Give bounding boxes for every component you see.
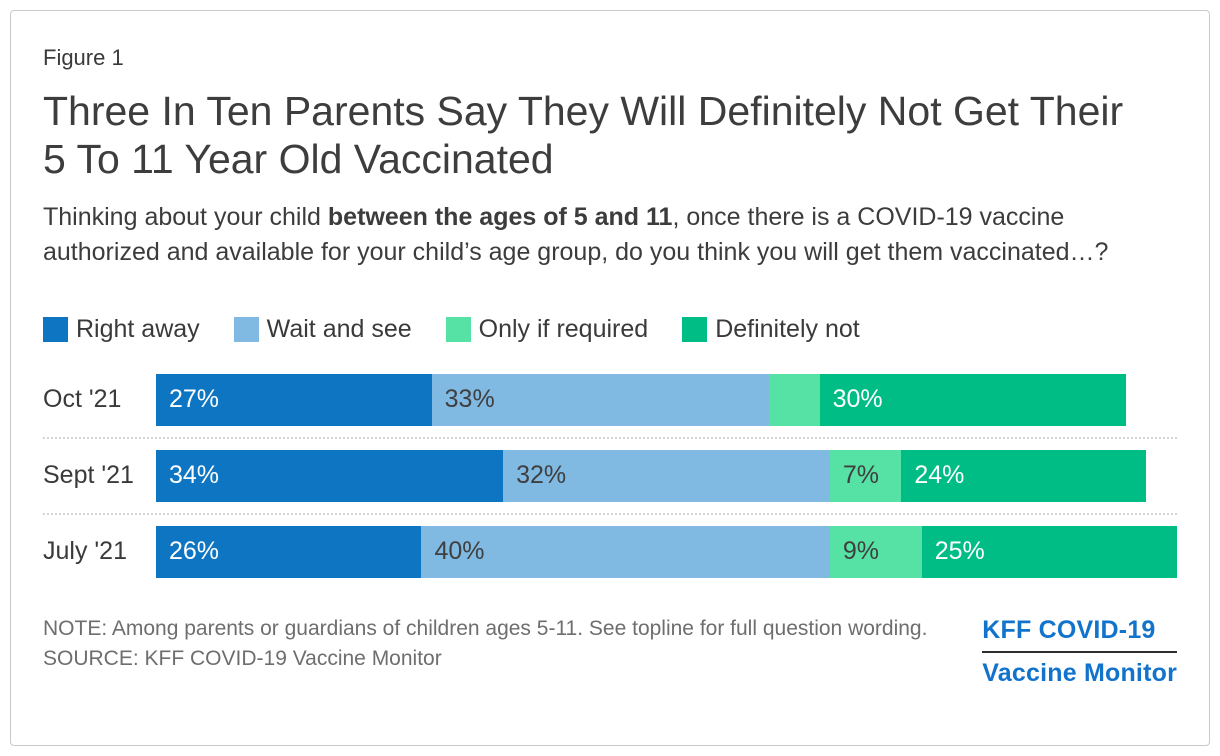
bar-value-label: 7% bbox=[842, 461, 879, 490]
legend-item-wait-and-see: Wait and see bbox=[233, 314, 412, 344]
bar-segment-definitely-not: 24% bbox=[901, 449, 1147, 502]
legend-item-only-if-required: Only if required bbox=[445, 314, 649, 344]
row-label: Oct '21 bbox=[43, 385, 122, 414]
bar-segment-only-if-required bbox=[768, 373, 820, 426]
bar-segment-definitely-not: 25% bbox=[921, 525, 1177, 578]
bar-value-label: 30% bbox=[832, 385, 883, 414]
row-separator bbox=[43, 436, 1177, 439]
bar-value-label: 9% bbox=[842, 537, 879, 566]
figure-label: Figure 1 bbox=[43, 45, 124, 70]
footer: NOTE: Among parents or guardians of chil… bbox=[43, 614, 1177, 688]
bar-chart: Oct '21 27% 33% 30% Sept '21 34% 32% 7% 24% July … bbox=[43, 373, 1177, 578]
bar-segment-wait-and-see: 40% bbox=[421, 525, 830, 578]
legend-label: Wait and see bbox=[266, 314, 412, 343]
bar-track: 26% 40% 9% 25% bbox=[156, 525, 1177, 578]
bar-value-label: 26% bbox=[169, 537, 220, 566]
bar-row-july-21: July '21 26% 40% 9% 25% bbox=[43, 525, 1177, 578]
subtitle-post: , once there is a COVID-19 vaccine autho… bbox=[43, 202, 1109, 267]
legend-label: Definitely not bbox=[715, 314, 860, 343]
legend-label: Only if required bbox=[478, 314, 649, 343]
definitely-not-swatch-icon bbox=[682, 316, 708, 342]
logo-line-1: KFF COVID-19 bbox=[982, 616, 1177, 653]
note-text: NOTE: Among parents or guardians of chil… bbox=[43, 616, 928, 640]
bar-segment-wait-and-see: 33% bbox=[431, 373, 769, 426]
subtitle-pre: Thinking about your child bbox=[43, 202, 328, 231]
bar-track: 27% 33% 30% bbox=[156, 373, 1177, 426]
bar-track: 34% 32% 7% 24% bbox=[156, 449, 1177, 502]
bar-segment-wait-and-see: 32% bbox=[503, 449, 830, 502]
kff-logo: KFF COVID-19 Vaccine Monitor bbox=[982, 616, 1177, 688]
subtitle-bold: between the ages of 5 and 11 bbox=[327, 202, 673, 231]
legend-item-right-away: Right away bbox=[43, 315, 200, 344]
legend-label: Right away bbox=[76, 314, 200, 343]
row-label: Sept '21 bbox=[43, 461, 134, 490]
bar-value-label: 32% bbox=[516, 461, 567, 490]
bar-row-oct-21: Oct '21 27% 33% 30% bbox=[43, 373, 1177, 426]
bar-value-label: 40% bbox=[434, 537, 485, 566]
bar-value-label: 24% bbox=[914, 461, 965, 490]
bar-value-label: 33% bbox=[444, 385, 495, 414]
logo-line-2: Vaccine Monitor bbox=[982, 658, 1177, 687]
right-away-swatch-icon bbox=[43, 316, 68, 342]
bar-row-sept-21: Sept '21 34% 32% 7% 24% bbox=[43, 449, 1177, 502]
bar-segment-right-away: 26% bbox=[156, 525, 422, 578]
row-separator bbox=[43, 512, 1177, 515]
bar-segment-right-away: 34% bbox=[156, 449, 504, 502]
only-if-required-swatch-icon bbox=[445, 316, 471, 342]
chart-subtitle: Thinking about your child between the ag… bbox=[43, 200, 1177, 271]
chart-title: Three In Ten Parents Say They Will Defin… bbox=[43, 88, 1124, 183]
bar-segment-only-if-required: 9% bbox=[829, 525, 922, 578]
bar-segment-definitely-not: 30% bbox=[819, 373, 1126, 426]
bar-value-label: 25% bbox=[934, 537, 985, 566]
bar-segment-right-away: 27% bbox=[156, 373, 432, 426]
footer-notes: NOTE: Among parents or guardians of chil… bbox=[43, 614, 927, 675]
source-text: SOURCE: KFF COVID-19 Vaccine Monitor bbox=[43, 647, 442, 671]
legend: Right away Wait and see Only if required De… bbox=[43, 315, 1177, 344]
legend-item-definitely-not: Definitely not bbox=[682, 315, 860, 344]
wait-and-see-swatch-icon bbox=[233, 316, 259, 342]
bar-segment-only-if-required: 7% bbox=[829, 449, 902, 502]
row-label: July '21 bbox=[43, 537, 127, 566]
bar-value-label: 34% bbox=[169, 461, 220, 490]
bar-value-label: 27% bbox=[169, 385, 220, 414]
figure-card: Figure 1 Three In Ten Parents Say They W… bbox=[10, 10, 1210, 746]
